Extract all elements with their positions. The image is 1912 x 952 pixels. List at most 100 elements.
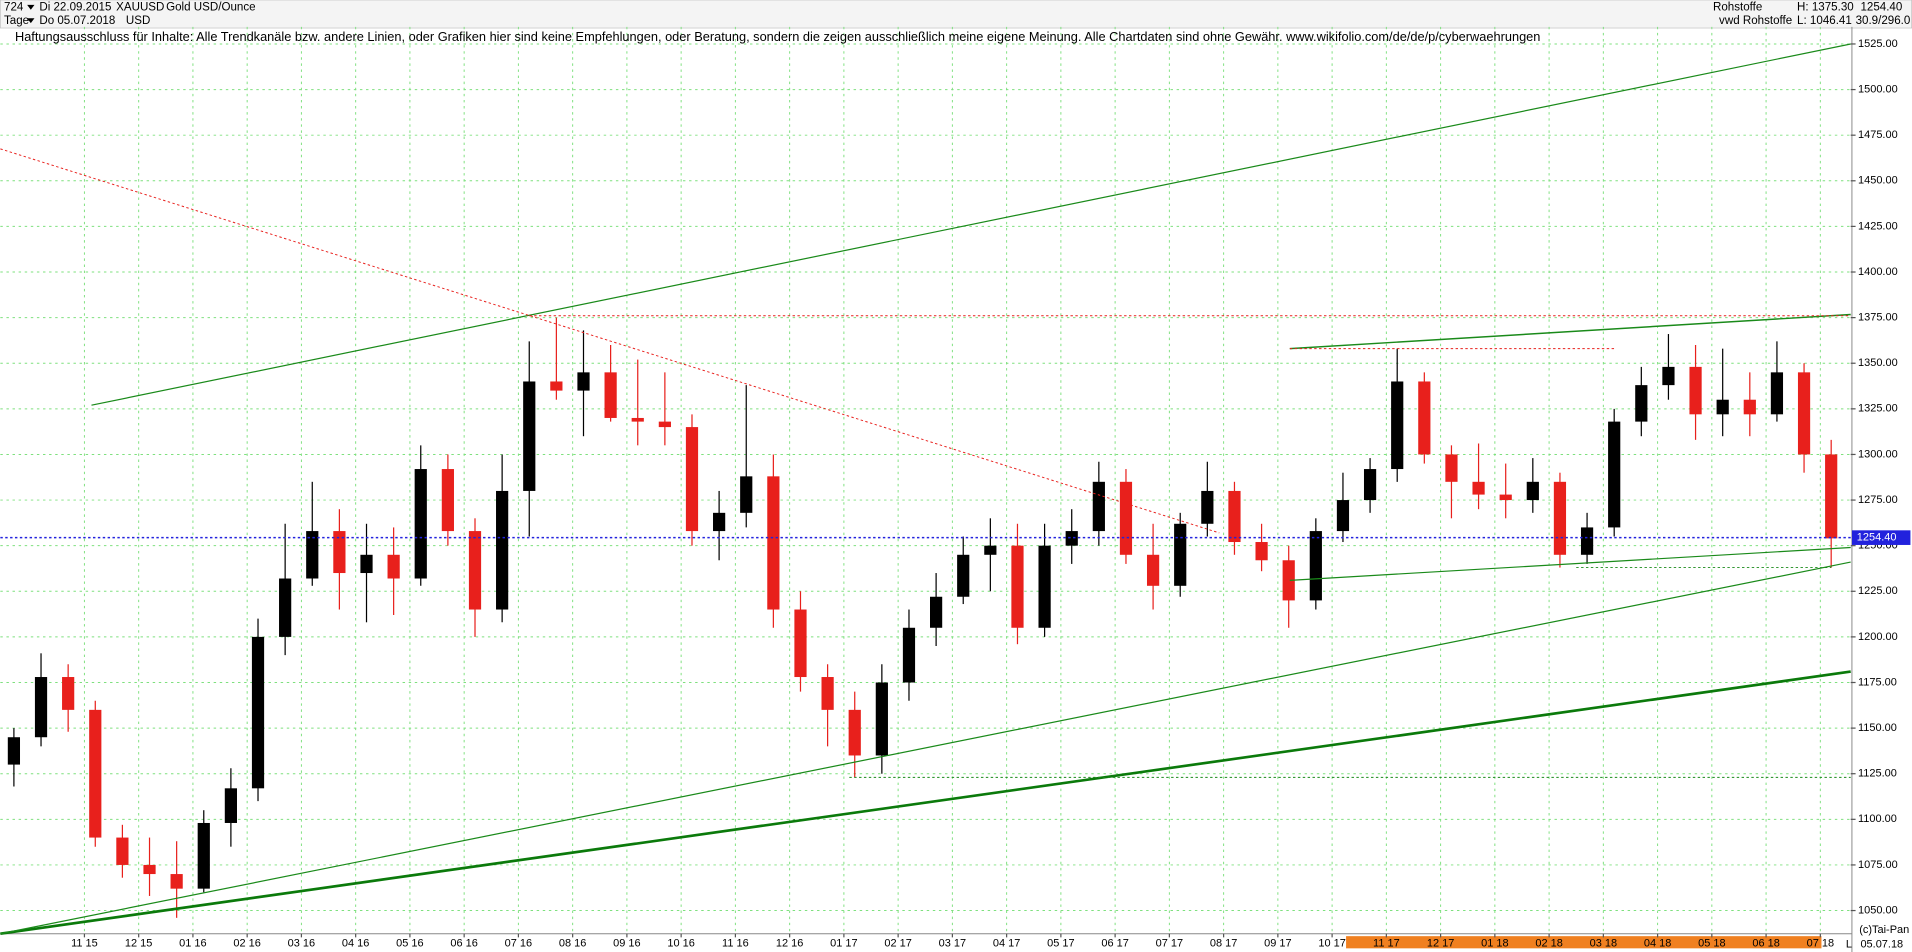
candle-body (414, 469, 427, 579)
high: H: 1375.30 (1797, 1, 1854, 13)
candle-body (143, 864, 156, 875)
candle-body (89, 709, 102, 838)
candle-body (713, 512, 726, 532)
candle-body (1662, 366, 1675, 386)
candle-body (1146, 554, 1160, 586)
candle-body (1282, 560, 1295, 601)
candle-body (740, 476, 753, 513)
group: Rohstoffe (1713, 1, 1762, 13)
bar-count: 724 (4, 1, 24, 13)
candle-body (1689, 366, 1702, 415)
candle-body (984, 545, 997, 555)
last-price: 1254.40 (1860, 1, 1902, 13)
candle-body (902, 627, 916, 683)
y-tick-label: 1500.00 (1858, 83, 1898, 95)
y-tick-label: 1050.00 (1858, 904, 1898, 916)
candle-body (279, 578, 292, 637)
last-price-label: 1254.40 (1857, 532, 1897, 544)
candle-body (1092, 481, 1105, 532)
x-tick-label: 03 18 (1590, 937, 1617, 949)
candle-body (34, 677, 48, 738)
x-tick-label: 03 17 (939, 937, 966, 949)
x-tick-label: 12 16 (776, 937, 803, 949)
start-date: Di 22.09.2015 (39, 1, 111, 13)
candle-body (875, 682, 888, 756)
y-tick-label: 1475.00 (1858, 129, 1898, 141)
trend-line (91, 43, 1851, 406)
candle-body (1336, 500, 1350, 532)
candle-body (1716, 399, 1729, 415)
candle-body (1011, 545, 1024, 628)
period: Tage (4, 15, 29, 27)
candle-body (1174, 523, 1187, 586)
candle-body (251, 636, 265, 789)
x-tick-label: 11 16 (722, 937, 749, 949)
x-tick-label: 12 17 (1427, 937, 1454, 949)
y-tick-label: 1175.00 (1858, 676, 1897, 688)
x-tick-label: 05 18 (1698, 937, 1725, 949)
x-tick-label: 09 16 (613, 937, 640, 949)
candle-body (333, 531, 346, 574)
x-tick-label: 10 17 (1318, 937, 1345, 949)
candle-body (1797, 372, 1811, 455)
y-tick-label: 1325.00 (1858, 403, 1898, 415)
x-tick-label: 03 16 (288, 937, 315, 949)
candle-body (1825, 454, 1838, 539)
candle-body (468, 531, 482, 610)
copyright: (c)Tai-Pan (1859, 924, 1909, 936)
x-tick-label: 02 17 (884, 937, 911, 949)
y-tick-label: 1450.00 (1858, 175, 1898, 187)
candle-body (1418, 381, 1431, 455)
y-tick-label: 1525.00 (1858, 38, 1898, 50)
x-tick-label: 04 16 (342, 937, 369, 949)
candle-body (496, 490, 509, 610)
candle-body (767, 476, 780, 610)
x-tick-label: 11 15 (71, 937, 98, 949)
x-tick-label: 01 16 (179, 937, 206, 949)
candle-body (1553, 481, 1567, 555)
x-tick-label: 08 16 (559, 937, 586, 949)
trend-line (1289, 313, 1851, 350)
y-tick-label: 1150.00 (1858, 722, 1897, 734)
candle-body (631, 417, 644, 422)
candle-body (62, 677, 75, 710)
x-tick-label: 02 18 (1535, 937, 1562, 949)
candle-body (1255, 542, 1268, 561)
x-tick-label: 01 17 (830, 937, 857, 949)
candle-body (1580, 527, 1594, 555)
candle-body (1635, 385, 1648, 422)
candle-body (658, 421, 671, 428)
period-bar (1346, 936, 1822, 949)
candle-body (1526, 481, 1539, 501)
x-tick-label: 10 16 (667, 937, 694, 949)
source: vwd Rohstoffe (1719, 15, 1792, 27)
candle-body (441, 469, 454, 532)
candle-body (306, 531, 319, 579)
currency: USD (126, 15, 150, 27)
y-tick-label: 1375.00 (1858, 312, 1898, 324)
dropdown-icon (27, 18, 35, 24)
x-tick-label: 05 17 (1047, 937, 1074, 949)
candle-body (550, 381, 563, 391)
footer-date: 05.07.18 (1860, 939, 1903, 951)
candle-body (930, 596, 943, 628)
candle-body (116, 837, 129, 865)
candle-body (224, 788, 237, 823)
y-tick-label: 1100.00 (1858, 813, 1897, 825)
candle-body (1201, 490, 1214, 524)
x-tick-label: 04 18 (1644, 937, 1671, 949)
trend-line (1289, 546, 1851, 581)
candle-body (1309, 531, 1322, 601)
candle-body (1038, 545, 1051, 628)
scale-mode: L (1846, 939, 1852, 951)
candle-body (1119, 481, 1133, 555)
end-date: Do 05.07.2018 (39, 15, 115, 27)
candle-body (360, 554, 373, 574)
candle-body (7, 737, 21, 765)
candle-body (848, 709, 861, 756)
x-tick-label: 04 17 (993, 937, 1020, 949)
x-tick-label: 07 17 (1156, 937, 1183, 949)
x-tick-label: 06 16 (450, 937, 477, 949)
